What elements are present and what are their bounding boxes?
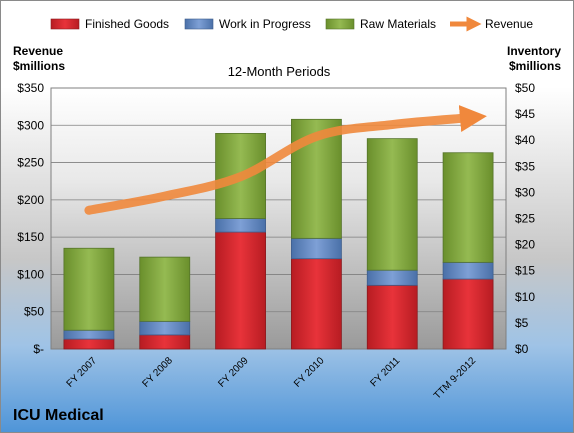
left-tick-label: $350 — [17, 81, 44, 95]
bar-finished-goods — [63, 338, 115, 350]
bar-raw-materials — [442, 152, 494, 263]
right-tick-label: $5 — [515, 316, 529, 330]
bar-finished-goods — [442, 278, 494, 350]
bar-finished-goods — [291, 258, 342, 350]
left-tick-label: $300 — [17, 118, 44, 132]
bar-finished-goods — [366, 284, 418, 350]
bar-work-in-progress — [442, 261, 494, 280]
right-axis-title-line1: Inventory — [507, 44, 561, 58]
x-tick-label: FY 2009 — [216, 355, 251, 390]
left-tick-label: $100 — [17, 267, 44, 281]
legend-label-finished-goods: Finished Goods — [85, 17, 169, 31]
legend-item-raw-materials: Raw Materials — [325, 17, 436, 31]
legend-swatch-raw-materials — [325, 18, 355, 30]
company-name: ICU Medical — [13, 407, 104, 424]
right-tick-label: $35 — [515, 159, 535, 173]
bar-work-in-progress — [215, 218, 266, 233]
x-tick-label: TTM 9-2012 — [432, 355, 479, 402]
bar-work-in-progress — [63, 329, 115, 340]
bar-raw-materials — [139, 256, 191, 322]
legend-item-finished-goods: Finished Goods — [50, 17, 169, 31]
right-tick-label: $45 — [515, 107, 535, 121]
legend-swatch-finished-goods — [50, 18, 80, 30]
revenue-line-path — [84, 105, 487, 215]
bar-finished-goods — [139, 334, 191, 350]
left-tick-label: $50 — [24, 305, 44, 319]
right-tick-label: $15 — [515, 264, 535, 278]
bar-work-in-progress — [139, 320, 191, 336]
right-tick-label: $20 — [515, 238, 535, 252]
right-tick-label: $40 — [515, 133, 535, 147]
right-tick-label: $0 — [515, 342, 529, 356]
legend-swatch-work-in-progress — [184, 18, 214, 30]
bar-raw-materials — [63, 247, 115, 331]
plot-area — [50, 87, 507, 350]
left-axis-title-line1: Revenue — [13, 44, 63, 58]
x-tick-label: FY 2010 — [292, 355, 327, 390]
right-tick-label: $25 — [515, 212, 535, 226]
bar-raw-materials — [366, 138, 418, 271]
right-tick-label: $10 — [515, 290, 535, 304]
bar-work-in-progress — [291, 237, 342, 260]
chart-subtitle: 12-Month Periods — [228, 64, 331, 79]
legend-label-work-in-progress: Work in Progress — [219, 17, 311, 31]
left-axis-ticks: $- $50 $100 $150 $200 $250 $300 $350 — [17, 81, 44, 356]
left-axis-title-line2: $millions — [13, 59, 65, 73]
right-axis-title-line2: $millions — [509, 59, 561, 73]
legend-item-revenue: Revenue — [450, 16, 533, 32]
legend: Finished Goods Work in Progress Raw Mate… — [50, 16, 533, 32]
right-tick-label: $50 — [515, 81, 535, 95]
x-axis-ticks: FY 2007 FY 2008 FY 2009 FY 2010 FY 2011 TTM 9… — [65, 355, 479, 402]
right-tick-label: $30 — [515, 185, 535, 199]
bar-finished-goods — [215, 231, 266, 350]
left-tick-label: $150 — [17, 230, 44, 244]
right-axis-ticks: $0 $5 $10 $15 $20 $25 $30 $35 $40 $45 $50 — [515, 81, 535, 356]
left-tick-label: $250 — [17, 156, 44, 170]
legend-label-raw-materials: Raw Materials — [360, 17, 436, 31]
x-tick-label: FY 2007 — [65, 355, 100, 390]
legend-item-work-in-progress: Work in Progress — [184, 17, 311, 31]
x-tick-label: FY 2011 — [369, 355, 403, 389]
revenue-line — [84, 105, 487, 215]
legend-label-revenue: Revenue — [485, 17, 533, 31]
bars — [63, 118, 494, 350]
left-tick-label: $200 — [17, 193, 44, 207]
bar-work-in-progress — [366, 269, 418, 286]
left-tick-label: $- — [33, 342, 44, 356]
x-tick-label: FY 2008 — [140, 355, 175, 390]
